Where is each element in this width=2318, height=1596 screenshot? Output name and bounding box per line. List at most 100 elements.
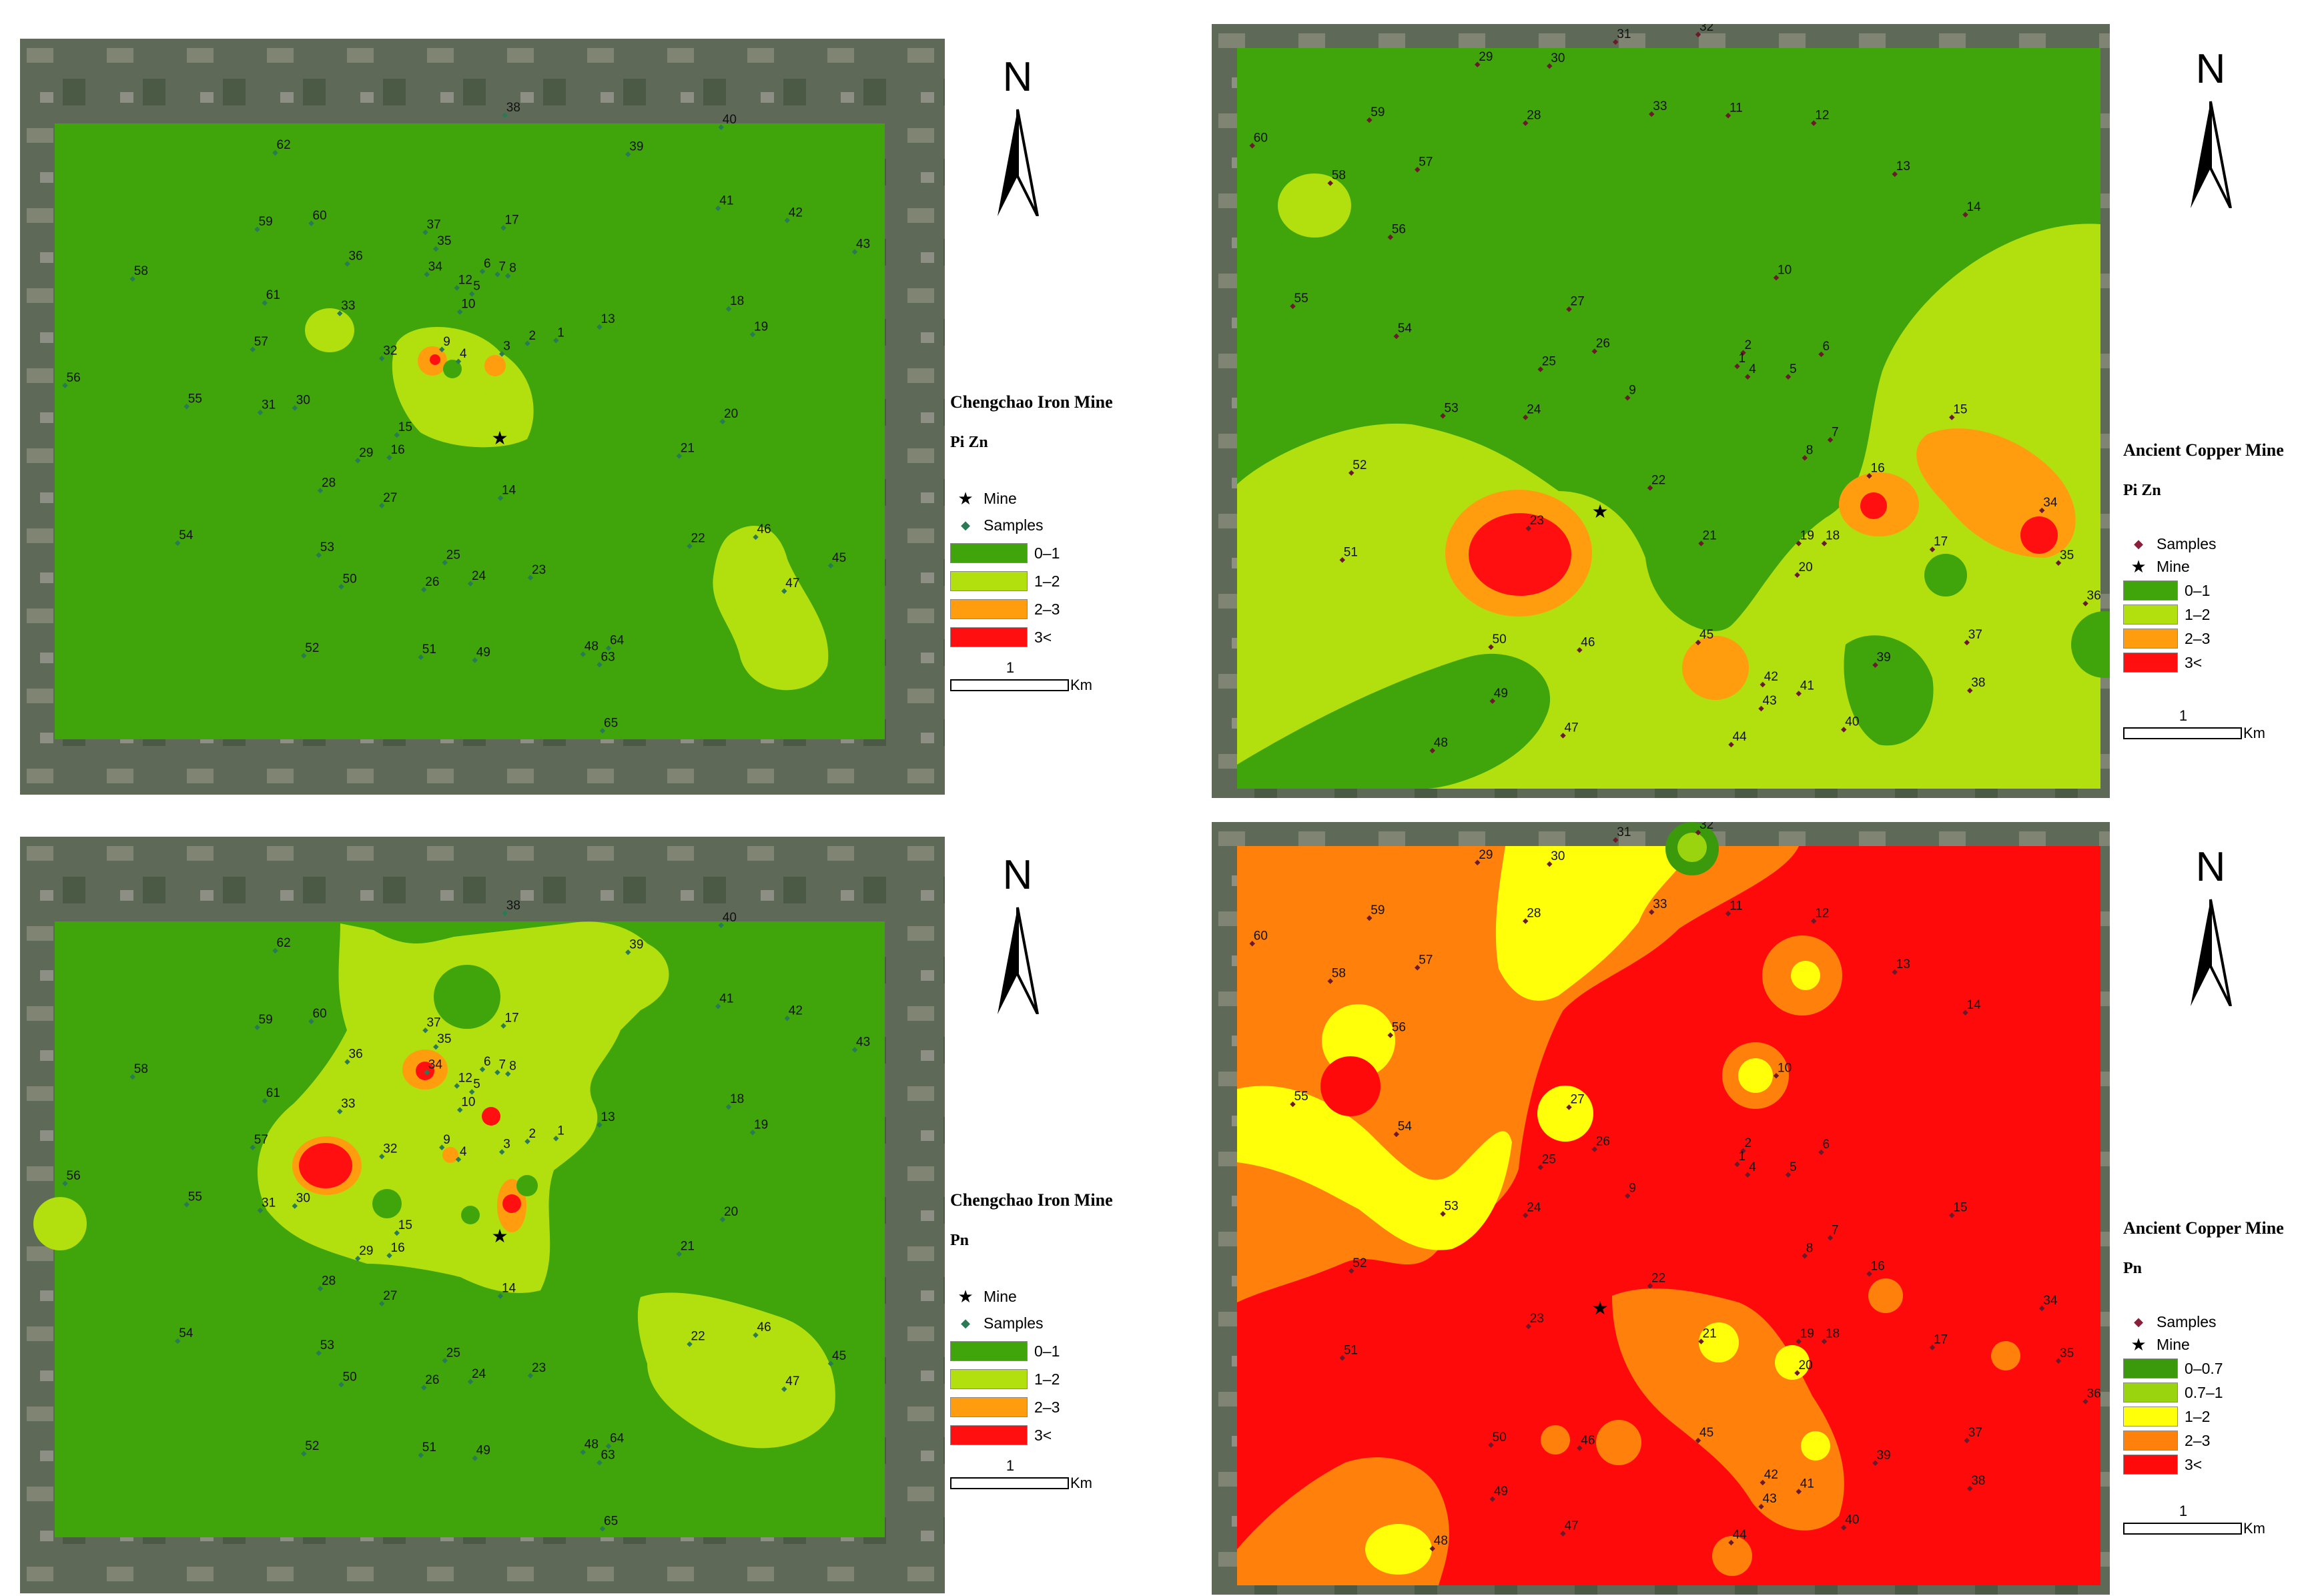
sample-point <box>2039 1305 2045 1312</box>
sample-label: 24 <box>472 1367 486 1381</box>
sample-point <box>1866 473 1872 479</box>
sample-label: 40 <box>1845 1513 1859 1527</box>
map-chengchao-pizn[interactable]: 38 40 62 39 41 42 59 60 37 17 35 43 36 34 6 7 8 58 12 5 61 10… <box>20 39 945 795</box>
zone-1-2 <box>305 308 354 352</box>
map-ancient-copper-pn[interactable]: 31 32 29 30 59 28 33 11 12 60 57 58 13 14 56 10 55 27 54 26… <box>1212 822 2110 1595</box>
zone-3-plus <box>430 354 440 365</box>
sample-point <box>719 418 726 424</box>
zone-0-7-1 <box>1677 833 1707 862</box>
zone-3-plus <box>482 1107 500 1126</box>
sample-point <box>1929 1344 1936 1350</box>
sample-label: 14 <box>502 484 516 498</box>
zone-1-2 <box>637 1292 835 1449</box>
sample-point <box>2082 1399 2088 1405</box>
sample-label: 22 <box>691 532 705 546</box>
sample-label: 43 <box>856 1036 870 1050</box>
legend-label: 3< <box>2185 1455 2203 1473</box>
scale-value: 1 <box>1006 659 1015 676</box>
sample-label: 37 <box>427 218 441 232</box>
sample-label: 59 <box>259 1013 273 1027</box>
sample-label: 37 <box>1968 1426 1982 1440</box>
legend-swatch <box>2123 1358 2178 1378</box>
sample-label: 8 <box>509 1060 516 1074</box>
sample-diamond-icon: ◆ <box>961 518 970 532</box>
sample-label: 20 <box>1799 560 1813 574</box>
sample-label: 62 <box>277 138 291 152</box>
sample-label: 47 <box>1565 721 1579 735</box>
sample-point <box>725 306 732 312</box>
sample-label: 25 <box>1542 355 1556 369</box>
sample-label: 56 <box>1392 1021 1406 1035</box>
sample-point <box>527 1372 534 1378</box>
sample-point <box>1625 395 1631 401</box>
map-chengchao-pn[interactable]: 38 40 62 39 41 42 59 60 37 17 35 43 36 34 6 7 8 58 12 5 61 10… <box>20 837 945 1593</box>
sample-label: 52 <box>1353 1256 1367 1270</box>
sample-label: 61 <box>266 288 280 302</box>
scale-unit: Km <box>2243 725 2265 741</box>
sample-label: 24 <box>472 569 486 583</box>
sample-label: 29 <box>1479 848 1493 862</box>
sample-label: 55 <box>188 1190 202 1204</box>
legend-class-0-0-7: 0–0.7 <box>2123 1357 2223 1380</box>
sample-label: 32 <box>1699 24 1713 34</box>
sample-point <box>1872 662 1878 668</box>
legend-label: 3< <box>1034 1426 1052 1444</box>
sample-point <box>292 1203 298 1209</box>
north-arrow-icon <box>2191 101 2232 208</box>
sample-label: 54 <box>1398 1120 1413 1134</box>
sample-label: 63 <box>601 1448 615 1462</box>
sample-point <box>1698 1338 1704 1344</box>
sample-label: 51 <box>1344 1343 1358 1357</box>
sample-point <box>1949 1212 1955 1218</box>
sample-label: 64 <box>610 634 625 648</box>
sample-label: 58 <box>134 264 148 278</box>
sample-point <box>1796 1489 1802 1495</box>
star-icon: ★ <box>957 1286 974 1306</box>
sample-point <box>597 662 603 668</box>
zone-1-2 <box>1237 1086 1512 1250</box>
sample-label: 25 <box>446 548 460 562</box>
sample-label: 59 <box>1371 903 1385 917</box>
sample-label: 42 <box>789 206 803 220</box>
sample-point <box>183 1202 189 1208</box>
sample-point <box>494 272 500 278</box>
sample-point <box>421 586 427 592</box>
sample-label: 11 <box>1729 899 1743 913</box>
sample-label: 20 <box>1799 1358 1813 1372</box>
sample-label: 27 <box>383 491 397 505</box>
legend-label: 1–2 <box>1034 572 1060 590</box>
sample-label: 4 <box>1749 1160 1756 1174</box>
sample-label: 34 <box>2043 1294 2058 1308</box>
zone-0-1 <box>1237 48 2100 631</box>
sample-point <box>422 230 428 236</box>
scale-value: 1 <box>1006 1457 1015 1474</box>
sample-label: 21 <box>1703 1327 1717 1341</box>
sample-label: 15 <box>398 420 412 434</box>
map-ancient-copper-pizn[interactable]: 31 32 29 30 59 28 33 11 12 60 57 58 13 14 56 10 55 27 54 26… <box>1212 24 2110 798</box>
sample-label: 60 <box>313 1007 327 1021</box>
north-label: N <box>2195 844 2226 890</box>
sample-point <box>1802 455 1808 461</box>
zone-0-1 <box>1844 635 1934 746</box>
sample-point <box>337 1108 343 1114</box>
sample-label: 17 <box>1934 1333 1948 1347</box>
sample-label: 6 <box>1823 340 1830 354</box>
sample-label: 7 <box>499 260 506 274</box>
legend-label: 1–2 <box>2185 605 2211 623</box>
sample-label: 23 <box>1530 1312 1544 1326</box>
sample-label: 45 <box>1699 1426 1713 1440</box>
sample-point <box>1695 1437 1701 1444</box>
legend-subtitle: Pn <box>950 1232 970 1249</box>
legend-class-2-3: 2–3 <box>2123 627 2210 650</box>
scale-bar-graphic <box>950 679 1069 691</box>
sample-label: 10 <box>1778 263 1792 277</box>
sample-point <box>599 1526 606 1532</box>
sample-point <box>454 285 460 291</box>
legend-swatch <box>2123 605 2178 625</box>
sample-point <box>676 1251 682 1257</box>
sample-point <box>599 728 606 734</box>
zone-0-1 <box>372 1189 402 1218</box>
sample-label: 5 <box>1790 1160 1797 1174</box>
